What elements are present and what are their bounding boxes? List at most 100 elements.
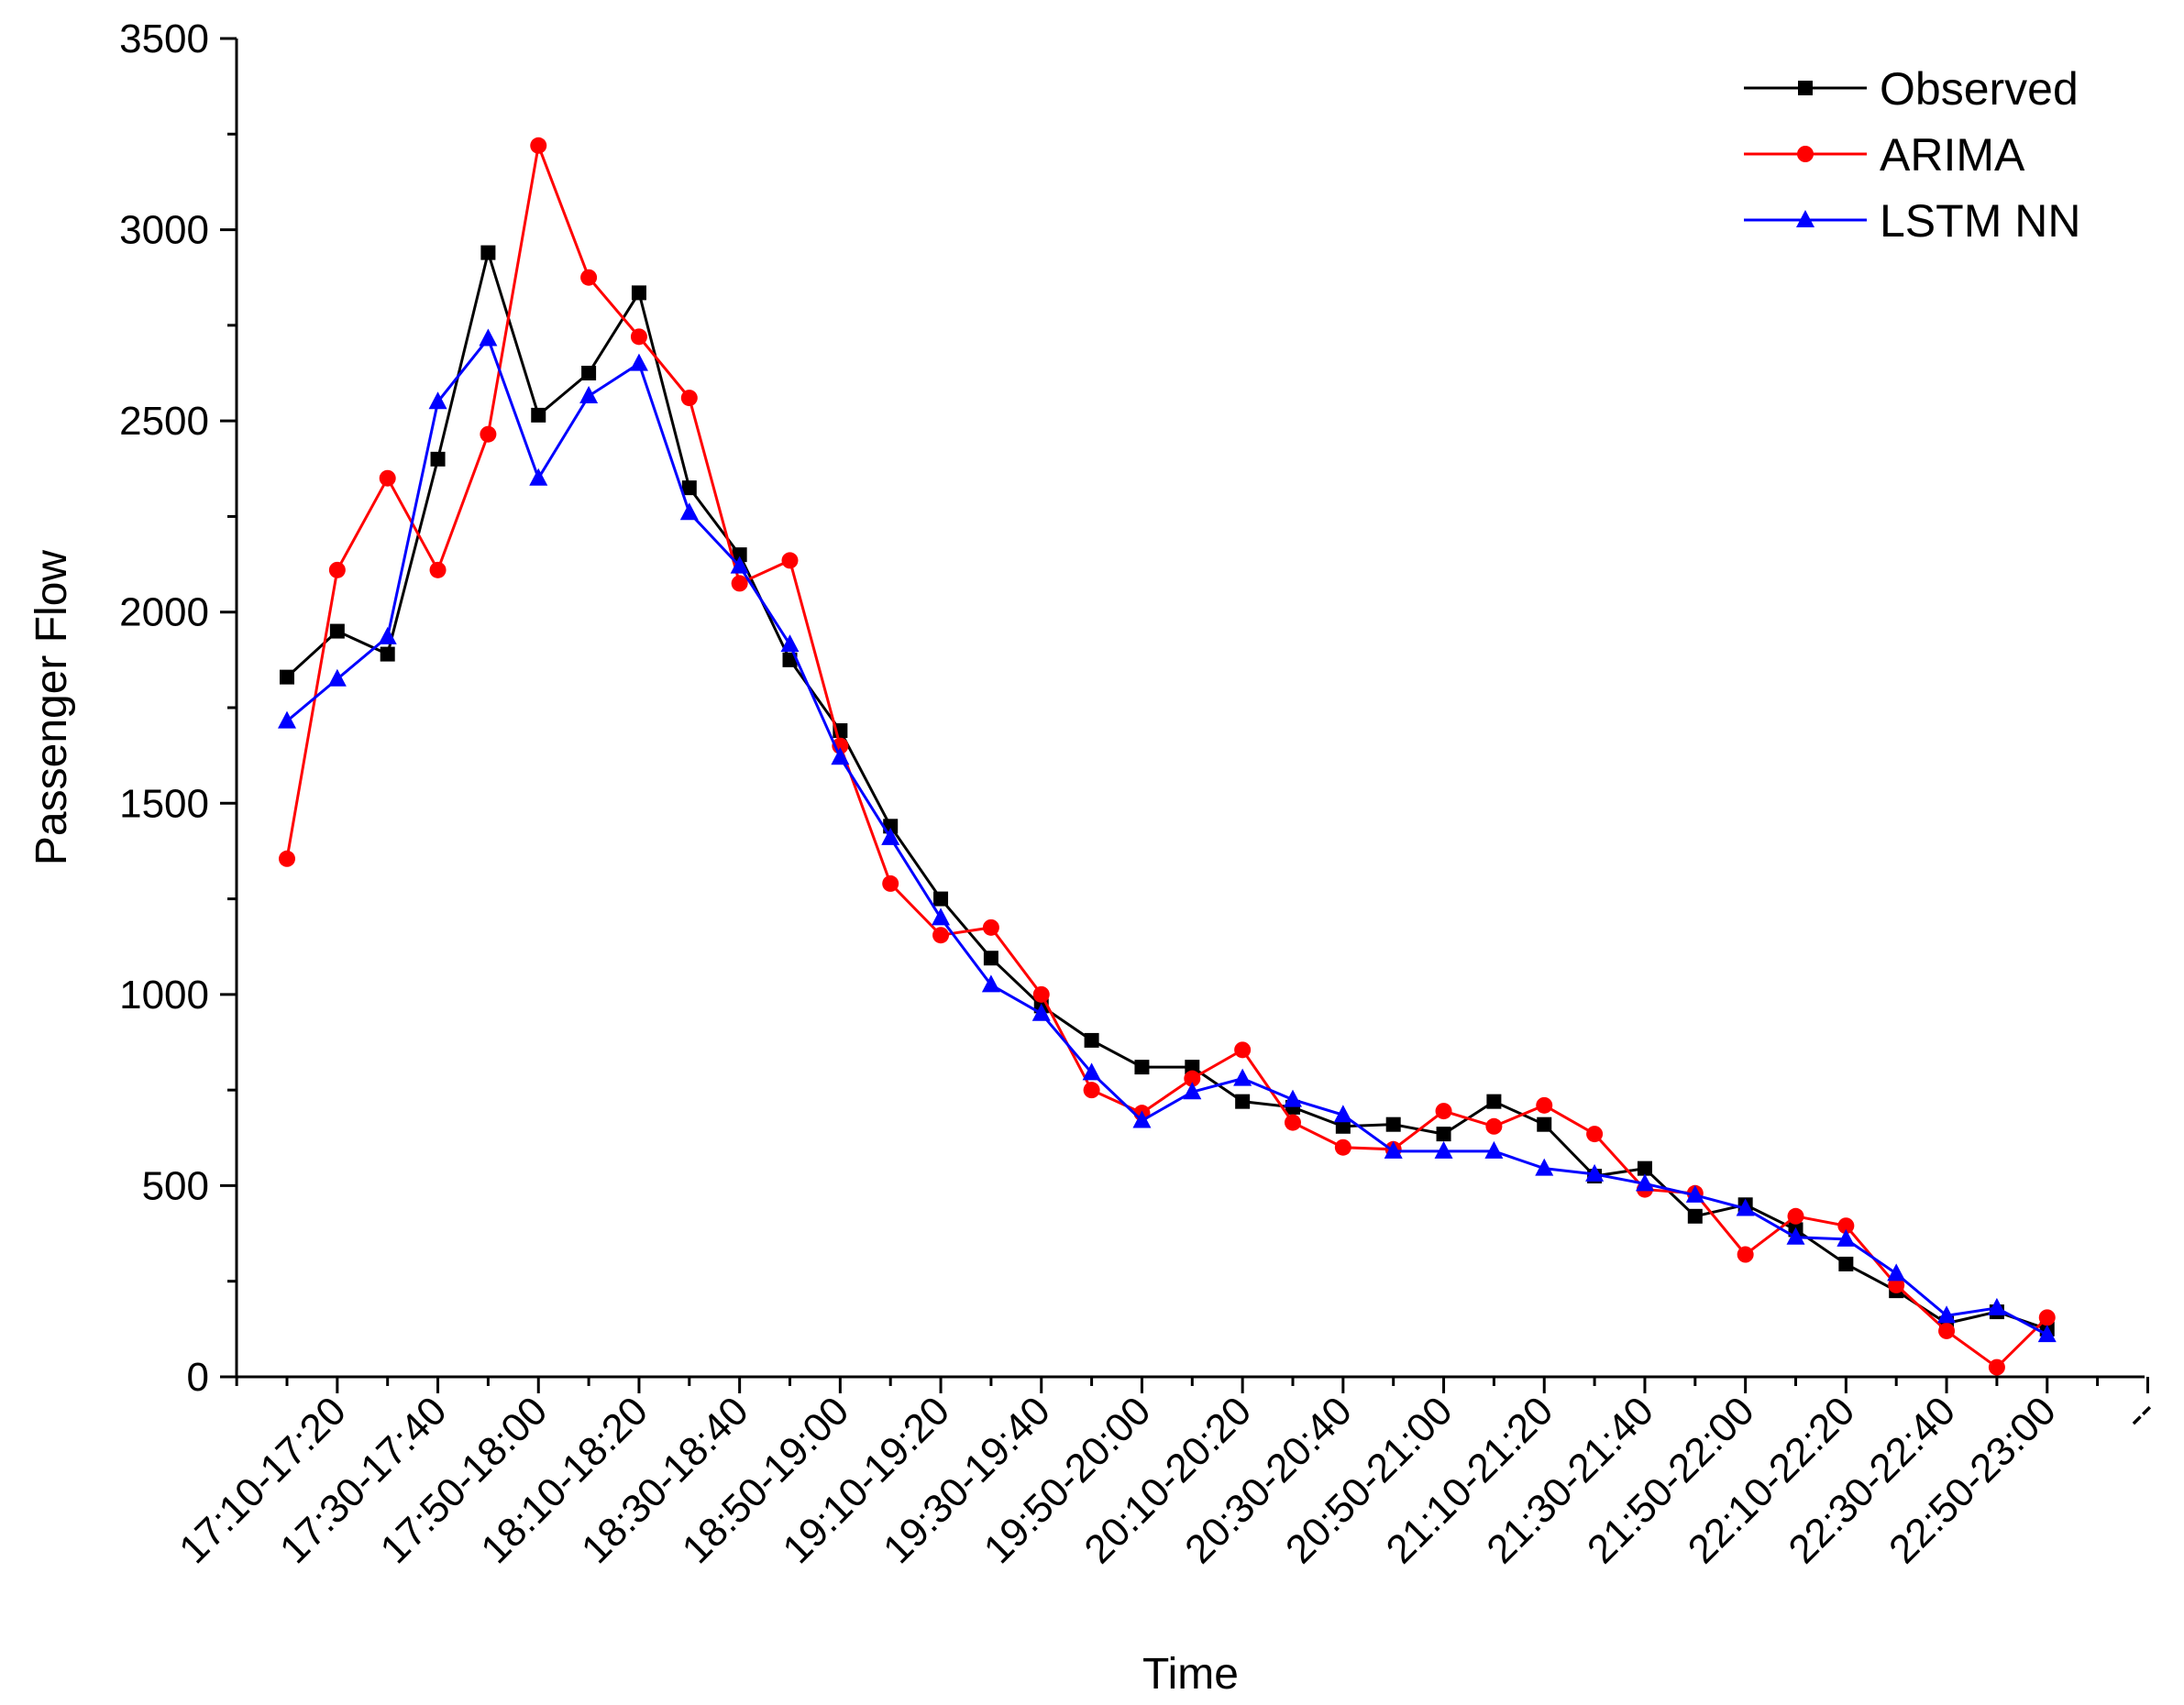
- data-point-observed: [531, 407, 546, 423]
- data-point-arima: [882, 874, 899, 892]
- legend-swatch-marker: [1798, 81, 1813, 95]
- series-observed: [280, 245, 2055, 1336]
- data-point-observed: [1687, 1208, 1703, 1224]
- data-point-lstm-nn: [1082, 1062, 1101, 1081]
- data-point-arima: [2038, 1309, 2056, 1326]
- data-point-lstm-nn: [881, 827, 900, 845]
- data-point-lstm-nn: [1132, 1110, 1152, 1128]
- data-point-observed: [280, 669, 294, 685]
- series-line-lstm-nn: [286, 336, 2048, 1336]
- plot-area: [278, 137, 2057, 1376]
- data-point-arima: [982, 918, 999, 936]
- data-point-lstm-nn: [1284, 1089, 1302, 1107]
- y-tick-label: 2000: [119, 590, 209, 635]
- data-point-arima: [1888, 1276, 1905, 1293]
- data-point-lstm-nn: [1333, 1105, 1352, 1123]
- data-point-observed: [1235, 1094, 1251, 1109]
- data-point-lstm-nn: [428, 391, 447, 410]
- y-tick-label: 3000: [119, 208, 209, 253]
- data-point-observed: [631, 285, 646, 301]
- data-point-lstm-nn: [1434, 1140, 1453, 1159]
- data-point-observed: [1084, 1032, 1099, 1048]
- data-point-arima: [328, 561, 346, 578]
- data-point-arima: [1737, 1246, 1754, 1263]
- data-point-observed: [983, 951, 998, 966]
- data-point-lstm-nn: [1031, 1003, 1051, 1021]
- data-point-observed: [933, 891, 949, 907]
- data-point-observed: [1838, 1256, 1854, 1271]
- data-point-arima: [1334, 1138, 1351, 1156]
- data-point-lstm-nn: [1585, 1163, 1605, 1182]
- data-point-arima: [1837, 1217, 1855, 1235]
- data-point-lstm-nn: [932, 908, 951, 926]
- data-point-lstm-nn: [1837, 1228, 1856, 1247]
- data-point-observed: [380, 646, 395, 662]
- data-point-lstm-nn: [2037, 1325, 2057, 1343]
- data-point-lstm-nn: [679, 502, 699, 521]
- data-point-observed: [1385, 1116, 1401, 1132]
- data-point-observed: [1134, 1060, 1150, 1075]
- data-point-lstm-nn: [579, 386, 599, 404]
- data-point-observed: [732, 547, 747, 563]
- y-tick-label: 500: [142, 1163, 209, 1208]
- x-tick-label: --: [2114, 1388, 2165, 1438]
- y-tick-label: 0: [187, 1355, 209, 1400]
- x-axis-title: Time: [1142, 1650, 1239, 1699]
- data-point-observed: [480, 245, 496, 260]
- y-tick-label: 2500: [119, 399, 209, 444]
- legend: Observed ARIMA LSTM NN: [1744, 63, 2080, 247]
- y-tick-label: 3500: [119, 16, 209, 61]
- data-point-arima: [781, 552, 799, 569]
- series-line-arima: [285, 140, 2048, 1370]
- data-point-arima: [480, 425, 497, 443]
- data-point-arima: [580, 269, 598, 286]
- y-tick-label: 1000: [119, 973, 209, 1018]
- data-point-lstm-nn: [1484, 1140, 1504, 1159]
- data-point-observed: [1486, 1094, 1502, 1109]
- data-point-lstm-nn: [1685, 1184, 1704, 1203]
- legend-item-lstm-nn: LSTM NN: [1744, 195, 2080, 247]
- data-point-lstm-nn: [1987, 1297, 2006, 1315]
- data-point-observed: [430, 451, 446, 467]
- data-point-lstm-nn: [529, 468, 548, 486]
- data-point-lstm-nn: [730, 556, 749, 574]
- data-point-lstm-nn: [1183, 1082, 1202, 1100]
- legend-item-arima: ARIMA: [1744, 129, 2025, 181]
- series-lstm-nn: [278, 328, 2057, 1343]
- data-point-observed: [1436, 1127, 1451, 1142]
- data-point-arima: [530, 137, 547, 154]
- data-point-lstm-nn: [780, 634, 800, 653]
- y-tick-label: 1500: [119, 781, 209, 826]
- data-point-arima: [1787, 1207, 1804, 1225]
- data-point-observed: [1185, 1060, 1200, 1075]
- data-point-lstm-nn: [1887, 1263, 1906, 1282]
- data-point-observed: [1637, 1160, 1652, 1176]
- data-point-arima: [379, 469, 396, 487]
- legend-swatch-marker: [1796, 210, 1814, 227]
- data-point-lstm-nn: [831, 747, 850, 765]
- data-point-observed: [681, 480, 697, 496]
- data-point-observed: [329, 623, 345, 639]
- data-point-observed: [1335, 1118, 1351, 1134]
- axes: 050010001500200025003000350017:10-17:201…: [119, 16, 2165, 1572]
- data-point-arima: [630, 328, 647, 346]
- legend-label: Observed: [1880, 63, 2079, 115]
- data-point-arima: [1938, 1322, 1956, 1339]
- data-point-arima: [1536, 1096, 1553, 1114]
- data-point-lstm-nn: [1233, 1068, 1252, 1086]
- series-line-observed: [285, 247, 2048, 1331]
- y-axis-title: Passenger Flow: [28, 550, 76, 865]
- data-point-arima: [1586, 1126, 1604, 1143]
- data-point-arima: [731, 575, 748, 592]
- data-point-lstm-nn: [981, 974, 1000, 993]
- data-point-lstm-nn: [1635, 1173, 1654, 1192]
- data-point-lstm-nn: [1937, 1305, 1957, 1324]
- data-point-lstm-nn: [629, 353, 648, 371]
- data-point-arima: [932, 927, 950, 944]
- data-point-arima: [1285, 1114, 1301, 1131]
- data-point-lstm-nn: [378, 626, 397, 644]
- data-point-arima: [429, 561, 447, 578]
- data-point-lstm-nn: [327, 668, 347, 687]
- data-point-lstm-nn: [479, 328, 498, 346]
